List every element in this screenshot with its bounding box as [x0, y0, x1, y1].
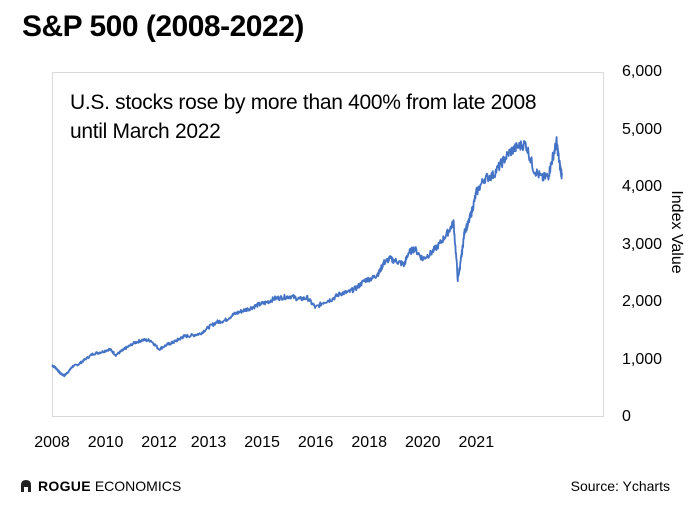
y-tick-label: 0 [622, 408, 631, 425]
brand-name-rest: ECONOMICS [94, 478, 182, 494]
y-tick-label: 6,000 [622, 63, 663, 80]
x-tick-label: 2016 [297, 434, 334, 451]
y-tick-label: 2,000 [622, 293, 663, 310]
y-tick-label: 5,000 [622, 120, 663, 138]
rogue-helmet-icon [21, 480, 31, 492]
x-tick-label: 2020 [404, 434, 441, 451]
x-tick-label: 2013 [190, 434, 227, 451]
x-tick-label: 2018 [351, 434, 387, 451]
series-line-sp500 [51, 136, 563, 378]
x-tick-label: 2015 [244, 434, 280, 451]
chart-title: S&P 500 (2008-2022) [22, 10, 304, 43]
x-tick-label: 2021 [458, 434, 495, 451]
y-tick-label: 3,000 [622, 235, 663, 253]
x-tick-label: 2010 [87, 434, 124, 451]
y-tick-label: 1,000 [622, 350, 663, 368]
plot-area [52, 72, 604, 417]
y-axis-label: Index Value [668, 190, 685, 274]
brand-logo: ROGUE ECONOMICS [18, 478, 181, 494]
x-tick-label: 2008 [34, 434, 70, 451]
brand-name-bold: ROGUE [38, 478, 91, 494]
y-tick-label: 4,000 [622, 178, 663, 195]
source-note: Source: Ycharts [570, 478, 670, 494]
x-tick-label: 2012 [141, 434, 177, 451]
chart-annotation: U.S. stocks rose by more than 400% from … [70, 91, 537, 143]
